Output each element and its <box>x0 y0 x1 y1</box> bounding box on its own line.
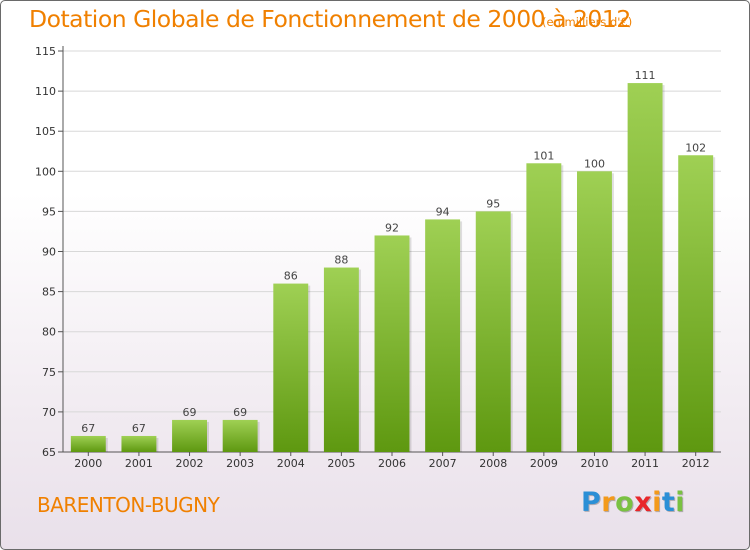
bar-2008 <box>475 211 511 452</box>
logo-letter: i <box>675 487 686 518</box>
x-tick-label-2006: 2006 <box>378 457 406 470</box>
value-label-2009: 101 <box>533 149 554 162</box>
bar-2010 <box>576 171 612 453</box>
bars <box>70 83 716 453</box>
x-tick-label-2012: 2012 <box>682 457 710 470</box>
y-tick-label: 70 <box>42 406 56 419</box>
y-tick-label: 100 <box>35 165 56 178</box>
x-tick-label-2011: 2011 <box>631 457 659 470</box>
value-label-2011: 111 <box>635 69 656 82</box>
x-tick-label-2002: 2002 <box>176 457 204 470</box>
y-tick-label: 110 <box>35 85 56 98</box>
x-tick-label-2007: 2007 <box>429 457 457 470</box>
bar-2007 <box>425 219 461 452</box>
value-label-2006: 92 <box>385 221 399 234</box>
x-tick-label-2010: 2010 <box>580 457 608 470</box>
logo-letter: x <box>634 487 653 518</box>
logo-letter: o <box>615 487 635 518</box>
y-tick-label: 65 <box>42 446 56 459</box>
x-tick-label-2003: 2003 <box>226 457 254 470</box>
place-name: BARENTON-BUGNY <box>37 493 220 517</box>
bar-2004 <box>273 283 309 452</box>
x-tick-label-2009: 2009 <box>530 457 558 470</box>
logo-letter: t <box>661 487 676 518</box>
value-label-2000: 67 <box>81 422 95 435</box>
bar-2011 <box>627 83 663 452</box>
y-tick-label: 85 <box>42 286 56 299</box>
x-tick-label-2004: 2004 <box>277 457 305 470</box>
x-tick-label-2005: 2005 <box>327 457 355 470</box>
value-label-2008: 95 <box>486 197 500 210</box>
x-tick-label-2008: 2008 <box>479 457 507 470</box>
bar-2012 <box>678 155 714 452</box>
y-tick-label: 115 <box>35 45 56 58</box>
value-label-2007: 94 <box>436 205 450 218</box>
value-label-2001: 67 <box>132 422 146 435</box>
bar-2005 <box>323 267 359 452</box>
y-tick-label: 95 <box>42 205 56 218</box>
y-tick-label: 90 <box>42 246 56 259</box>
value-label-2004: 86 <box>284 270 298 283</box>
y-tick-label: 75 <box>42 366 56 379</box>
bar-2009 <box>526 163 562 452</box>
chart-subtitle: (en milliers d'€) <box>542 15 633 29</box>
chart-title: Dotation Globale de Fonctionnement de 20… <box>29 5 631 33</box>
y-tick-label: 105 <box>35 125 56 138</box>
bar-2000 <box>70 435 106 452</box>
x-tick-label-2000: 2000 <box>74 457 102 470</box>
logo-letter: P <box>581 487 602 518</box>
value-label-2005: 88 <box>334 254 348 267</box>
value-label-2003: 69 <box>233 406 247 419</box>
value-label-2010: 100 <box>584 157 605 170</box>
bar-2001 <box>121 435 157 452</box>
x-tick-label-2001: 2001 <box>125 457 153 470</box>
value-label-2002: 69 <box>183 406 197 419</box>
bar-2006 <box>374 235 410 452</box>
bar-2003 <box>222 419 258 452</box>
labels: 65 70 75 80 85 90 95 100 105 110 115 67 2000 67 2001 69… <box>35 45 710 470</box>
bar-2002 <box>172 419 208 452</box>
value-label-2012: 102 <box>685 141 706 154</box>
proxiti-logo: Proxiti <box>581 487 685 518</box>
y-tick-label: 80 <box>42 326 56 339</box>
logo-letter: r <box>601 487 616 518</box>
logo-letter: i <box>652 487 662 518</box>
